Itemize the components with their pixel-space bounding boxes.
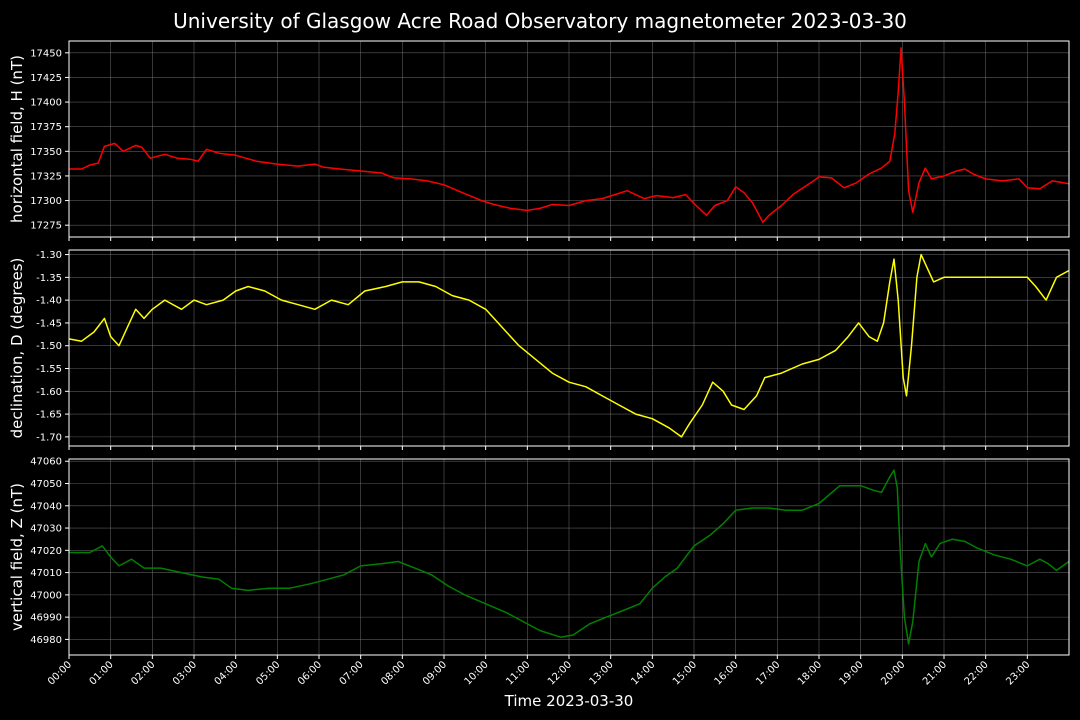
y-tick-label: -1.35 bbox=[36, 273, 62, 284]
panel-2: 46980 46990 47000 47010 47020 47030 47040 47050… bbox=[8, 457, 1070, 659]
y-tick-label: 46980 bbox=[30, 635, 62, 646]
panel-frame bbox=[68, 40, 1070, 238]
y-tick-label: -1.45 bbox=[36, 318, 62, 329]
y-axis-label-2: vertical field, Z (nT) bbox=[8, 483, 26, 631]
chart-title: University of Glasgow Acre Road Observat… bbox=[173, 9, 907, 33]
y-tick-label: -1.70 bbox=[36, 432, 62, 443]
y-tick-label: 47030 bbox=[30, 524, 62, 535]
y-tick-label: 47040 bbox=[30, 501, 62, 512]
y-tick-label: -1.30 bbox=[36, 250, 62, 261]
y-tick-label: 17300 bbox=[30, 196, 62, 207]
y-axis-label-1: declination, D (degrees) bbox=[8, 258, 26, 439]
y-tick-label: 17325 bbox=[30, 171, 62, 182]
y-tick-label: 17350 bbox=[30, 147, 62, 158]
y-tick-label: 47050 bbox=[30, 479, 62, 490]
y-tick-label: 17375 bbox=[30, 122, 62, 133]
y-tick-label: 46990 bbox=[30, 613, 62, 624]
y-tick-label: 47020 bbox=[30, 546, 62, 557]
y-tick-label: 47000 bbox=[30, 590, 62, 601]
y-tick-label: 17275 bbox=[30, 221, 62, 232]
y-tick-label: -1.50 bbox=[36, 341, 62, 352]
y-tick-label: 17450 bbox=[30, 48, 62, 59]
y-tick-label: -1.40 bbox=[36, 296, 62, 307]
y-tick-label: 17425 bbox=[30, 73, 62, 84]
y-axis-label-0: horizontal field, H (nT) bbox=[8, 55, 26, 223]
y-tick-label: 47060 bbox=[30, 457, 62, 468]
panel-frame bbox=[68, 458, 1070, 656]
panel-frame bbox=[68, 249, 1070, 447]
y-tick-label: 47010 bbox=[30, 568, 62, 579]
series-line-1 bbox=[68, 253, 1070, 438]
series-line-2 bbox=[69, 469, 1070, 645]
y-tick-label: -1.60 bbox=[36, 387, 62, 398]
y-tick-label: -1.65 bbox=[36, 410, 62, 421]
panel-0: 17275 17300 17325 17350 17375 17400 17425 17450… bbox=[8, 40, 1070, 241]
y-tick-label: 17400 bbox=[30, 98, 62, 109]
series-line-0 bbox=[69, 47, 1070, 223]
panel-1: -1.30 -1.35 -1.40 -1.45 -1.50 -1.55 -1.60 -1.65… bbox=[8, 249, 1070, 450]
y-tick-label: -1.55 bbox=[36, 364, 62, 375]
x-axis-label: Time 2023-03-30 bbox=[504, 692, 634, 710]
